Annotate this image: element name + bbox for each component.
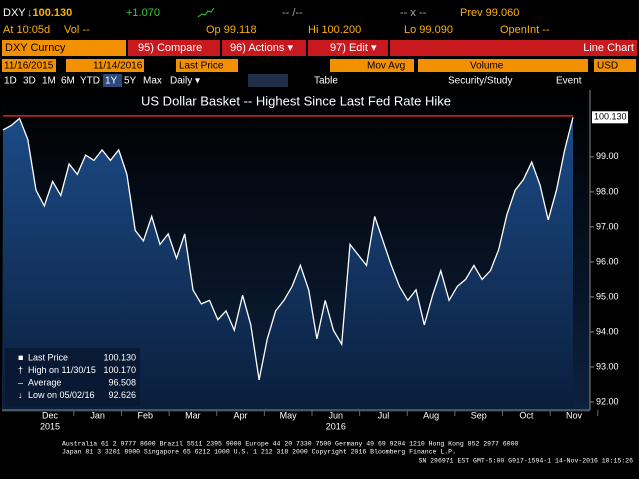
legend-value: 92.626 xyxy=(108,390,136,400)
legend-symbol: ■ xyxy=(18,352,23,362)
year-label: 2015 xyxy=(40,421,60,431)
legend-label: Average xyxy=(28,377,61,387)
legend-value: 100.170 xyxy=(103,365,136,375)
footer: Australia 61 2 9777 8600 Brazil 5511 239… xyxy=(62,441,633,465)
mov-avg-box[interactable] xyxy=(330,59,414,72)
y-tick-label: 94.00 xyxy=(596,326,619,336)
button-label: 96) Actions ▾ xyxy=(230,42,293,54)
period: 6M xyxy=(61,76,75,87)
legend-label: Low on 05/02/16 xyxy=(28,390,95,400)
y-tick-label: 99.00 xyxy=(596,151,619,161)
period: 1Y xyxy=(105,76,118,87)
chart-icons[interactable] xyxy=(248,74,288,87)
y-tick-label: 95.00 xyxy=(596,291,619,301)
security: DXY Curncy xyxy=(5,42,66,54)
field: Last Price xyxy=(179,61,224,72)
prev: Prev 99.060 xyxy=(460,7,519,19)
legend-label: High on 11/30/15 xyxy=(28,365,96,375)
table: Table xyxy=(314,76,338,87)
x-tick-label: Oct xyxy=(519,410,534,420)
currency: USD xyxy=(597,61,618,72)
legend-label: Last Price xyxy=(28,352,68,362)
volume-field: Volume xyxy=(470,61,504,72)
y-tick-label: 96.00 xyxy=(596,256,619,266)
y-tick-label: 93.00 xyxy=(596,361,619,371)
button[interactable] xyxy=(222,40,306,56)
last-price: ↓100.130 xyxy=(27,7,72,19)
low: Lo 99.090 xyxy=(404,24,453,36)
x-tick-label: Sep xyxy=(471,410,487,420)
bid-ask: -- x -- xyxy=(400,7,427,19)
year-label: 2016 xyxy=(326,421,346,431)
event: Event xyxy=(556,76,582,87)
footer-line: Japan 81 3 3201 8900 Singapore 65 6212 1… xyxy=(62,449,456,456)
y-tick-label: 97.00 xyxy=(596,221,619,231)
period: 1M xyxy=(42,76,56,87)
period: Max xyxy=(143,76,162,87)
open: Op 99.118 xyxy=(206,24,257,36)
sparkline xyxy=(197,7,215,18)
plot: 92.00 93.00 94.00 95.00 96.00 97.00 98.00 99.00… xyxy=(2,90,628,411)
end-date: 11/14/2016 xyxy=(93,61,143,72)
legend-items: ■ Last Price 100.130 † High on 11/30/15 100.1… xyxy=(18,352,136,400)
x-tick-label: May xyxy=(280,410,298,420)
security-box[interactable] xyxy=(2,40,126,56)
footer-line: SN 296971 EST GMT-5:00 G917-1594-1 14-No… xyxy=(418,458,633,465)
x-tick-label: Nov xyxy=(566,410,583,420)
x-tick-label: Jul xyxy=(378,410,390,420)
y-tick-label: 98.00 xyxy=(596,186,619,196)
legend xyxy=(5,348,140,406)
high: Hi 100.200 xyxy=(308,24,361,36)
period: 5Y xyxy=(124,76,137,87)
footer-line: Australia 61 2 9777 8600 Brazil 5511 239… xyxy=(62,441,518,448)
last-price-tag xyxy=(592,111,628,124)
line xyxy=(2,117,574,381)
chart-type-box[interactable] xyxy=(390,40,637,56)
study: Security/Study xyxy=(448,76,512,87)
currency-box[interactable] xyxy=(594,59,636,72)
button-label: 95) Compare xyxy=(138,42,202,54)
ticker: DXY xyxy=(3,7,26,19)
x-tick-label: Aug xyxy=(423,410,439,420)
period: 1D xyxy=(4,76,17,87)
x-tick-label: Dec xyxy=(42,410,59,420)
period-bar: 1D 3D 1M 6M YTD 1Y 5Y Max Daily ▾ xyxy=(4,74,200,87)
x-tick-label: Feb xyxy=(138,410,154,420)
start-date: 11/16/2015 xyxy=(4,61,54,72)
legend-symbol: † xyxy=(18,365,23,375)
period: YTD xyxy=(80,76,100,87)
x-tick-label: Mar xyxy=(185,410,201,420)
button[interactable] xyxy=(128,40,220,56)
x-tick-label: Jan xyxy=(90,410,105,420)
x-tick-label: Jun xyxy=(329,410,344,420)
frequency: Daily ▾ xyxy=(170,76,200,87)
y-tick-label: 92.00 xyxy=(596,396,619,406)
at-time: At 10:05d xyxy=(3,24,50,36)
button-label: 97) Edit ▾ xyxy=(330,42,377,54)
chart-type: Line Chart xyxy=(583,42,634,54)
date-field[interactable] xyxy=(2,59,56,72)
chart-title: US Dollar Basket -- Highest Since Last F… xyxy=(141,93,451,108)
legend-value: 96.508 xyxy=(108,377,136,387)
change: +1.070 xyxy=(126,7,160,19)
button[interactable] xyxy=(308,40,388,56)
x-axis: Dec Jan Feb Mar Apr May Jun Jul Aug Sep Oct Nov 2015… xyxy=(2,409,599,431)
legend-value: 100.130 xyxy=(103,352,136,362)
legend-symbol: – xyxy=(18,377,23,387)
period: 3D xyxy=(23,76,36,87)
open-int: OpenInt -- xyxy=(500,24,550,36)
date-field[interactable] xyxy=(66,59,144,72)
volume: Vol -- xyxy=(64,24,90,36)
mov-avg: Mov Avg xyxy=(367,61,405,72)
range: -- /-- xyxy=(282,7,303,19)
volume-box[interactable] xyxy=(418,59,588,72)
area xyxy=(3,117,573,411)
legend-symbol: ↓ xyxy=(18,390,23,400)
period-selected xyxy=(103,74,122,87)
x-tick-label: Apr xyxy=(234,410,248,420)
last-price-tag-label: 100.130 xyxy=(594,112,627,122)
field-box[interactable] xyxy=(176,59,238,72)
